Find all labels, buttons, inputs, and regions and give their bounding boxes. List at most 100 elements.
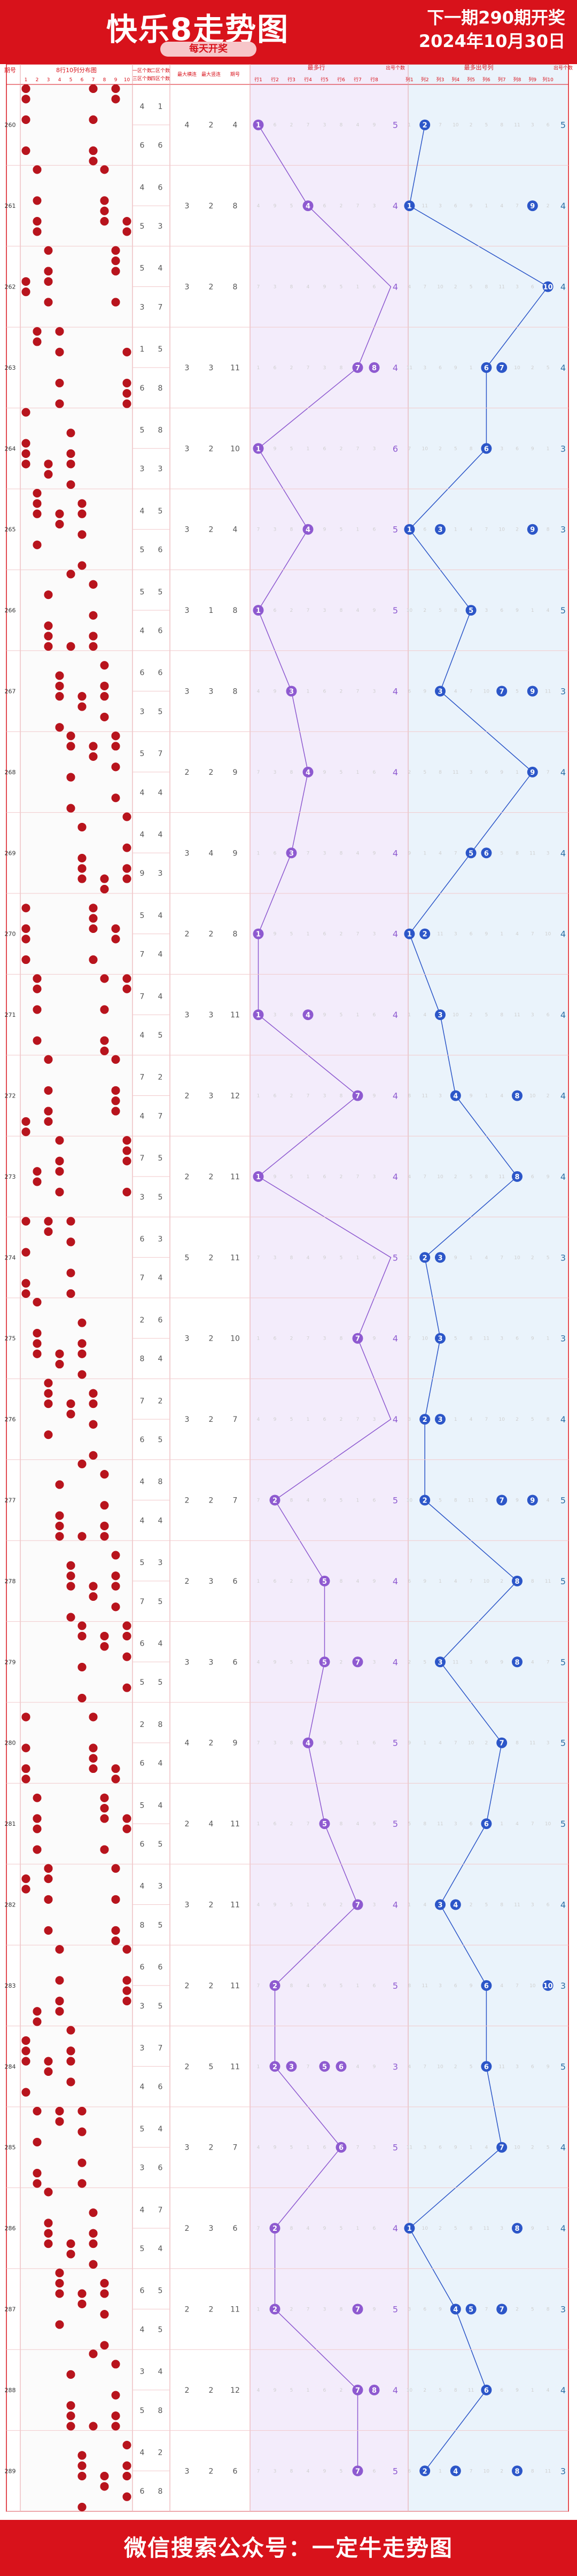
max-row-count-value: 5 — [393, 1252, 398, 1263]
col-miss-count: 2 — [439, 2226, 442, 2231]
col-miss-count: 6 — [531, 2064, 534, 2069]
zone3-header: 三区个数 — [132, 75, 152, 82]
max-col-ball — [419, 1252, 431, 1263]
col-miss-count: 11 — [453, 1660, 458, 1665]
max-span-value: 11 — [230, 2063, 240, 2071]
drawn-number-ball — [89, 1744, 98, 1753]
max-vert-value: 2 — [209, 1901, 214, 1910]
col-miss-count: 9 — [500, 1660, 503, 1665]
col-label: 列2 — [421, 76, 429, 83]
drawn-number-ball — [33, 196, 42, 205]
col-miss-count: 6 — [439, 365, 442, 371]
row-miss-count: 2 — [290, 1094, 293, 1099]
col-miss-count: 1 — [547, 2226, 550, 2231]
drawn-number-ball — [55, 2289, 64, 2298]
drawn-number-ball — [100, 885, 109, 893]
drawn-number-ball — [55, 723, 64, 732]
drawn-number-ball — [55, 2007, 64, 2016]
drawn-number-ball — [77, 1370, 87, 1379]
max-col-ball-label: 6 — [484, 1820, 489, 1828]
col-miss-count: 3 — [485, 1498, 488, 1504]
max-col-ball-label: 8 — [514, 2225, 519, 2233]
drawn-number-ball — [77, 2461, 87, 2470]
max-row-ball — [352, 1090, 363, 1101]
drawn-number-ball — [33, 337, 42, 346]
max-row-ball — [286, 686, 297, 697]
drawn-number-ball — [77, 530, 87, 539]
row-miss-count: 4 — [356, 608, 360, 613]
zone4-count: 5 — [158, 1436, 163, 1444]
zone2-count: 7 — [158, 750, 163, 758]
max-span-value: 6 — [233, 2467, 238, 2476]
col-miss-count: 2 — [408, 770, 411, 775]
max-col-ball-label: 3 — [438, 1254, 442, 1262]
max-streak-value: 3 — [185, 688, 190, 696]
max-col-ball — [419, 119, 431, 130]
drawn-number-ball — [21, 1885, 30, 1894]
row-miss-count: 2 — [290, 1822, 293, 1827]
zone4-count: 5 — [158, 1678, 163, 1687]
max-row-ball-label: 7 — [355, 1093, 360, 1101]
max-col-ball — [512, 2223, 523, 2234]
max-col-ball-label: 10 — [543, 1982, 553, 1990]
row-miss-count: 1 — [356, 285, 360, 290]
drawn-number-ball — [44, 267, 53, 276]
max-row-ball — [286, 847, 297, 859]
issue-number: 261 — [5, 203, 16, 209]
col-miss-count: 6 — [531, 285, 534, 290]
col-miss-count: 1 — [547, 1336, 550, 1342]
col-miss-count: 4 — [531, 1660, 534, 1665]
zone3-count: 6 — [140, 2487, 145, 2496]
max-row-ball-label: 4 — [306, 769, 310, 777]
drawn-number-ball — [100, 1521, 109, 1530]
col-miss-count: 4 — [408, 1174, 411, 1180]
zone1-count: 7 — [140, 1397, 145, 1405]
drawn-number-ball — [89, 84, 98, 93]
drawn-number-ball — [100, 196, 109, 205]
col-miss-count: 4 — [439, 1741, 442, 1746]
col-miss-count: 6 — [470, 1822, 473, 1827]
row-miss-count: 1 — [356, 1498, 360, 1504]
col-miss-count: 11 — [514, 123, 520, 128]
zone4-count: 4 — [158, 1274, 163, 1282]
zone3-count: 8 — [140, 1921, 145, 1929]
max-row-count-value: 3 — [393, 2061, 398, 2072]
issue-number: 286 — [5, 2225, 16, 2232]
row-miss-count: 5 — [290, 2145, 293, 2151]
col-miss-count: 11 — [514, 1013, 520, 1018]
col-miss-count: 8 — [500, 1013, 503, 1018]
drawn-number-ball — [111, 2391, 120, 2400]
drawn-number-ball — [21, 2036, 30, 2045]
col-miss-count: 9 — [547, 1174, 550, 1180]
row-panel-bg — [250, 64, 408, 2511]
drawn-number-ball — [44, 1399, 53, 1408]
zone3-count: 6 — [140, 1760, 145, 1768]
drawn-number-ball — [77, 2107, 87, 2115]
max-col-ball — [496, 1737, 508, 1748]
row-miss-count: 6 — [274, 1822, 277, 1827]
max-span-value: 4 — [233, 526, 238, 534]
drawn-number-ball — [89, 2208, 98, 2217]
row-miss-count: 5 — [290, 204, 293, 209]
col-miss-count: 9 — [470, 1094, 473, 1099]
zone3-count: 4 — [140, 2325, 145, 2334]
max-span-value: 8 — [233, 606, 238, 615]
max-row-count-value: 5 — [393, 120, 398, 130]
row-miss-count: 2 — [340, 1660, 343, 1665]
col-miss-count: 7 — [531, 1822, 534, 1827]
row-miss-count: 7 — [307, 851, 310, 856]
row-miss-count: 9 — [373, 608, 376, 613]
drawn-number-ball — [66, 773, 75, 782]
row-miss-count: 3 — [373, 446, 376, 452]
drawn-number-ball — [111, 935, 120, 944]
max-col-ball-label: 9 — [530, 1497, 535, 1505]
max-row-count-value: 4 — [393, 1091, 398, 1101]
drawn-number-ball — [21, 1289, 30, 1298]
row-miss-count: 1 — [307, 932, 310, 937]
zone1-count: 5 — [140, 1559, 145, 1567]
zone1-header: 一区个数 — [132, 67, 152, 74]
max-streak-value: 2 — [185, 1982, 190, 1990]
row-miss-count: 2 — [290, 2307, 293, 2313]
drawn-number-ball — [100, 712, 109, 721]
drawn-number-ball — [122, 974, 131, 983]
